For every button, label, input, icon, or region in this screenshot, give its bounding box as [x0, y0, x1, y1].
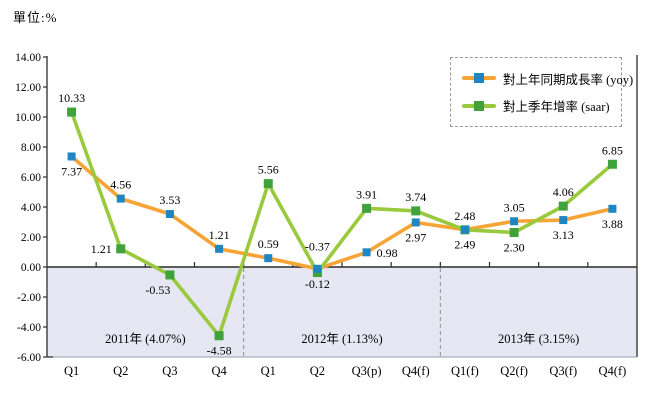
saar-marker: [214, 331, 224, 341]
saar-value-label: 2.48: [454, 209, 475, 223]
saar-value-label: -4.58: [207, 344, 232, 358]
yoy-value-label: 4.56: [110, 178, 131, 192]
yoy-marker: [215, 244, 224, 253]
legend-label-yoy: 對上年同期成長率 (yoy): [503, 72, 634, 87]
y-tick-label: 14.00: [15, 52, 41, 64]
yoy-marker: [608, 204, 617, 213]
yoy-value-label: 3.53: [159, 193, 180, 207]
saar-value-label: 3.91: [356, 187, 377, 201]
saar-value-label: -0.53: [145, 283, 170, 297]
y-tick-label: -2.00: [17, 292, 41, 304]
x-tick-label: Q1: [64, 364, 79, 378]
x-tick-label: Q3: [162, 364, 177, 378]
saar-value-label: -0.37: [305, 240, 330, 254]
yoy-marker: [510, 217, 519, 226]
yoy-line: [70, 155, 613, 271]
saar-value-label: 2.30: [504, 241, 525, 255]
y-tick-label: -6.00: [17, 352, 41, 364]
y-tick-label: 4.00: [21, 202, 41, 214]
yoy-value-label: 3.88: [602, 217, 623, 231]
saar-marker: [362, 203, 372, 213]
yoy-marker: [165, 210, 174, 219]
yoy-value-label: 2.49: [454, 238, 475, 252]
yoy-marker: [67, 152, 76, 161]
y-tick-label: 6.00: [21, 172, 41, 184]
year-label: 2011年 (4.07%): [105, 332, 186, 346]
saar-line-marker-icon: [462, 100, 496, 111]
yoy-marker: [411, 218, 420, 227]
y-tick-label: 10.00: [15, 112, 41, 124]
y-tick-label: 8.00: [21, 142, 41, 154]
yoy-value-label: 2.97: [405, 230, 426, 244]
y-tick-label: -4.00: [17, 322, 41, 334]
saar-line: [69, 111, 614, 340]
yoy-marker: [362, 248, 371, 257]
yoy-marker: [313, 264, 322, 273]
yoy-value-label: 3.13: [553, 228, 574, 242]
saar-value-label: 3.74: [405, 190, 426, 204]
saar-marker: [67, 107, 77, 117]
y-tick-label: 2.00: [21, 232, 41, 244]
year-label: 2013年 (3.15%): [498, 332, 579, 346]
yoy-value-label: 0.59: [258, 237, 279, 251]
x-tick-label: Q2: [310, 364, 325, 378]
yoy-value-label: 0.98: [377, 246, 398, 260]
yoy-value-label: 1.21: [209, 228, 230, 242]
x-tick-label: Q2: [113, 364, 128, 378]
saar-marker: [165, 270, 175, 280]
yoy-line-marker-icon: [462, 73, 496, 84]
chart-legend: 對上年同期成長率 (yoy) 對上季年增率 (saar): [450, 57, 633, 127]
unit-label: 單位:%: [13, 10, 58, 25]
x-tick-label: Q1: [261, 364, 276, 378]
x-tick-label: Q4: [211, 364, 227, 378]
yoy-value-label: 7.37: [61, 164, 82, 178]
x-tick-label: Q3(f): [549, 364, 577, 378]
yoy-marker: [460, 225, 469, 234]
saar-marker: [263, 179, 273, 189]
saar-marker: [116, 244, 126, 254]
yoy-value-label: 3.05: [504, 200, 525, 214]
legend-entry-saar: 對上季年增率 (saar): [462, 96, 617, 115]
yoy-value-label: -0.12: [305, 277, 330, 291]
saar-marker: [411, 206, 421, 216]
legend-entry-yoy: 對上年同期成長率 (yoy): [462, 69, 633, 88]
yoy-marker: [116, 194, 125, 203]
saar-value-label: 5.56: [258, 163, 279, 177]
saar-value-label: 4.06: [553, 185, 574, 199]
x-tick-label: Q4(f): [599, 364, 627, 378]
y-tick-label: 0.00: [21, 262, 41, 274]
yoy-marker: [264, 254, 273, 263]
saar-value-label: 1.21: [91, 242, 112, 256]
negative-region: [47, 267, 637, 357]
saar-marker: [509, 228, 519, 237]
saar-value-label: 6.85: [602, 143, 623, 157]
year-label: 2012年 (1.13%): [301, 332, 382, 346]
x-tick-label: Q4(f): [402, 364, 430, 378]
legend-label-saar: 對上季年增率 (saar): [503, 100, 610, 115]
saar-value-label: 10.33: [58, 91, 85, 105]
yoy-marker: [559, 216, 568, 225]
saar-marker: [607, 159, 617, 169]
x-tick-label: Q1(f): [451, 364, 479, 378]
x-tick-label: Q2(f): [500, 364, 528, 378]
y-tick-label: 12.00: [15, 82, 41, 94]
saar-marker: [558, 201, 568, 211]
x-tick-label: Q3(p): [352, 364, 382, 378]
